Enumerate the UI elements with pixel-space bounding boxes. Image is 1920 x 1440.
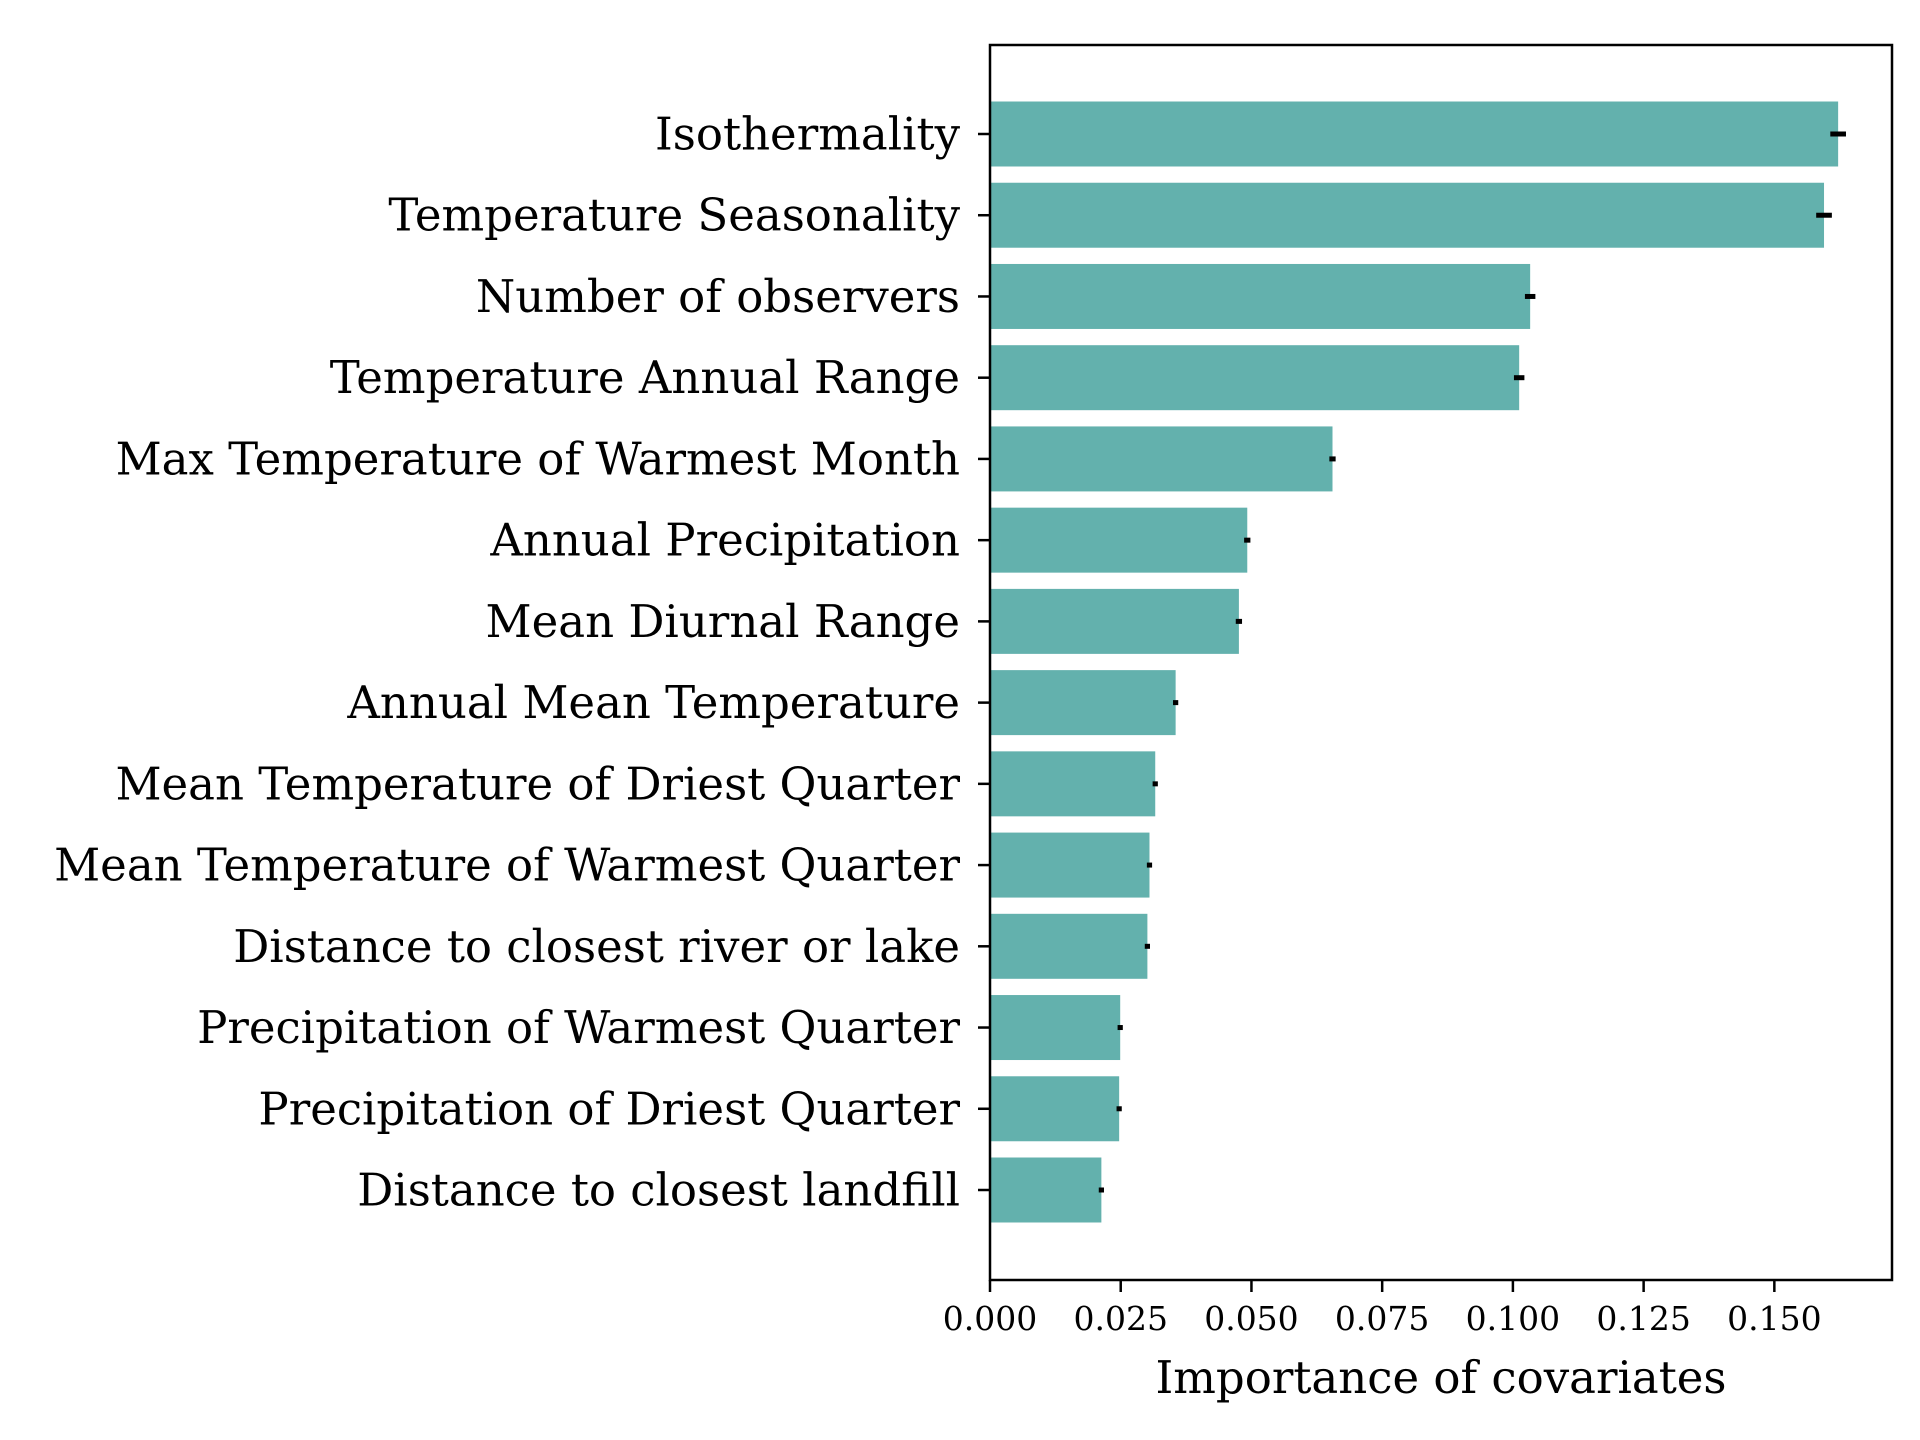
bars-layer <box>990 101 1839 1223</box>
bar <box>990 263 1531 329</box>
y-tick-label: Mean Temperature of Warmest Quarter <box>54 839 960 892</box>
y-tick-label: Max Temperature of Warmest Month <box>116 432 960 485</box>
y-tick-label: Number of observers <box>476 270 960 323</box>
y-tick-label: Isothermality <box>655 108 961 161</box>
y-tick-label: Precipitation of Driest Quarter <box>258 1082 960 1135</box>
bar <box>990 670 1176 736</box>
bar <box>990 101 1839 167</box>
y-tick-label: Temperature Annual Range <box>330 351 960 404</box>
y-tick-label: Precipitation of Warmest Quarter <box>197 1001 960 1054</box>
x-tick-label: 0.000 <box>943 1299 1037 1338</box>
bar <box>990 995 1121 1061</box>
y-tick-label: Distance to closest landfill <box>357 1164 960 1217</box>
y-tick-label: Annual Mean Temperature <box>346 676 960 729</box>
plot-frame <box>988 43 1894 1282</box>
y-tick-marks <box>978 132 990 1192</box>
bar <box>990 832 1150 898</box>
bar <box>990 426 1333 492</box>
x-tick-label: 0.100 <box>1466 1299 1560 1338</box>
bar <box>990 507 1248 573</box>
bar <box>990 751 1156 817</box>
y-tick-label: Mean Diurnal Range <box>486 595 960 648</box>
y-tick-label: Temperature Seasonality <box>388 189 960 242</box>
bar <box>990 1157 1102 1223</box>
bar <box>990 588 1239 654</box>
bar <box>990 182 1825 248</box>
x-ticks: 0.000 0.025 0.050 0.075 0.100 0.125 0.150 <box>943 1280 1822 1338</box>
bar <box>990 345 1520 411</box>
x-tick-label: 0.025 <box>1073 1299 1167 1338</box>
x-tick-label: 0.075 <box>1335 1299 1429 1338</box>
x-tick-label: 0.150 <box>1727 1299 1821 1338</box>
x-axis-title: Importance of covariates <box>1155 1351 1726 1404</box>
y-tick-label: Annual Precipitation <box>489 514 960 567</box>
bar <box>990 913 1148 979</box>
x-tick-label: 0.125 <box>1596 1299 1690 1338</box>
bar <box>990 1076 1120 1142</box>
y-tick-label: Distance to closest river or lake <box>233 920 960 973</box>
error-bars-layer <box>1098 131 1846 1193</box>
x-tick-label: 0.050 <box>1204 1299 1298 1338</box>
y-tick-labels: Isothermality Temperature Seasonality Numb… <box>54 108 960 1217</box>
y-tick-label: Mean Temperature of Driest Quarter <box>115 757 960 810</box>
